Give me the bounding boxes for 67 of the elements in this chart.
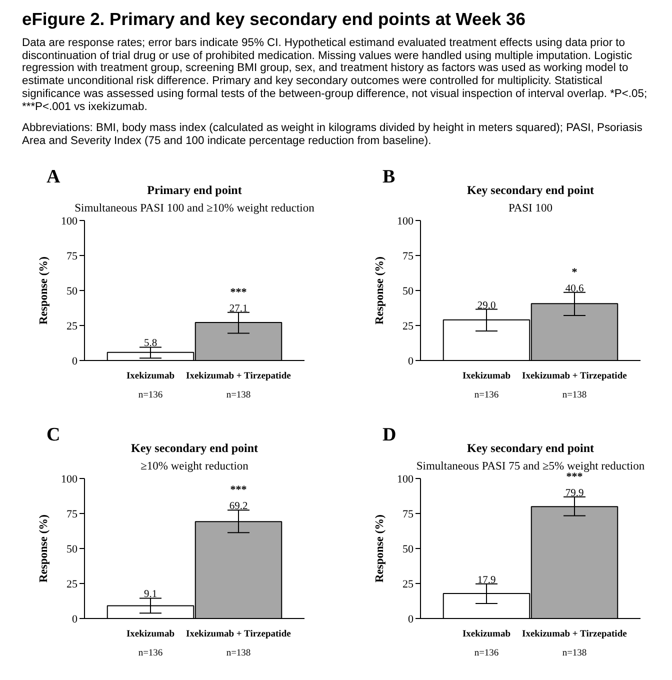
x-tick-label: Ixekizumab — [462, 372, 511, 382]
data-label: 5.8 — [144, 338, 158, 350]
x-tick-label: Ixekizumab — [462, 630, 511, 640]
y-tick-label: 25 — [402, 578, 414, 590]
y-tick-label: 0 — [408, 614, 414, 626]
data-label: 27.1 — [229, 303, 248, 314]
data-label: 17.9 — [477, 574, 496, 586]
y-tick-label: 75 — [66, 250, 78, 262]
x-tick-label: Ixekizumab + Tirzepatide — [186, 630, 291, 640]
y-tick-label: 25 — [66, 578, 78, 590]
chart-subtitle: Simultaneous PASI 100 and ≥10% weight reduction — [74, 202, 315, 214]
text: D — [382, 424, 396, 446]
y-tick-label: 75 — [66, 508, 78, 520]
y-tick-label: 50 — [402, 544, 414, 556]
chart-subtitle: ≥10% weight reduction — [140, 460, 249, 472]
text: n=138 — [226, 390, 251, 400]
y-tick-label: 75 — [402, 508, 414, 520]
data-label: 69.2 — [229, 501, 248, 512]
text: n=138 — [562, 648, 587, 658]
annotation: *** — [230, 484, 248, 496]
text: n=136 — [474, 390, 499, 400]
y-tick-label: 50 — [66, 544, 78, 556]
data-label: 9.1 — [144, 589, 158, 600]
text: n=136 — [138, 390, 163, 400]
chart-subtitle: PASI 100 — [508, 202, 553, 214]
y-tick-label: 100 — [61, 216, 78, 228]
annotation: *** — [566, 470, 584, 483]
text: n=138 — [226, 648, 251, 658]
x-tick-label: Ixekizumab — [126, 630, 175, 640]
chart-title: Key secondary end point — [466, 183, 594, 197]
y-tick-label: 25 — [66, 320, 78, 332]
y-axis-title: Response (%) — [374, 256, 386, 325]
y-tick-label: 75 — [402, 250, 414, 262]
x-tick-label: Ixekizumab + Tirzepatide — [522, 630, 627, 640]
text: Abbreviations: BMI, body mass index (calculated as weight in kilograms divided by height in meters squared); PASI, Psoriasis Area and Severity Index (75 and 100 indicate percentage reduction from baseline). — [22, 122, 644, 148]
y-tick-label: 0 — [408, 356, 414, 368]
text: Data are response rates; error bars indicate 95% CI. Hypothetical estimand evaluated treatment effects using data prior to discontinuation of trial drug or use of prohibited medication. Missing values were handled using multiple imputation. Logistic regression with treatment group, screening BMI group, sex, and treatment history as factors was used as working model to estimate unconditional risk difference. Primary and key secondary outcomes were controlled for multiplicity. Statistical significance was assessed using formal tests of the between-group difference, not visual inspection of interval overlap. *P<.05; ***P<.001 vs ixekizumab. — [22, 37, 648, 114]
y-tick-label: 100 — [397, 474, 414, 486]
y-tick-label: 0 — [72, 356, 78, 368]
x-tick-label: Ixekizumab — [126, 372, 175, 382]
x-tick-label: Ixekizumab + Tirzepatide — [522, 372, 627, 382]
text: n=136 — [474, 648, 499, 658]
y-tick-label: 100 — [397, 216, 414, 228]
annotation: *** — [230, 286, 248, 298]
chart-title: Primary end point — [147, 183, 242, 197]
y-tick-label: 25 — [402, 320, 414, 332]
annotation: * — [572, 266, 578, 278]
data-label: 29.0 — [477, 300, 496, 312]
y-axis-title: Response (%) — [38, 514, 50, 583]
y-tick-label: 0 — [72, 614, 78, 626]
y-tick-label: 100 — [61, 474, 78, 486]
text: eFigure 2. Primary and key secondary end points at Week 36 — [22, 8, 526, 30]
chart-subtitle: Simultaneous PASI 75 and ≥5% weight reduction — [416, 460, 645, 472]
y-tick-label: 50 — [66, 286, 78, 298]
y-axis-title: Response (%) — [38, 256, 50, 325]
chart-title: Key secondary end point — [130, 441, 258, 455]
y-axis-title: Response (%) — [374, 514, 386, 583]
text: C — [46, 424, 60, 446]
y-tick-label: 50 — [402, 286, 414, 298]
text: B — [382, 166, 396, 188]
text: A — [46, 166, 60, 188]
data-label: 79.9 — [565, 488, 584, 499]
text: n=138 — [562, 390, 587, 400]
chart-title: Key secondary end point — [466, 441, 594, 455]
data-label: 40.6 — [565, 283, 584, 294]
x-tick-label: Ixekizumab + Tirzepatide — [186, 372, 291, 382]
text: n=136 — [138, 648, 163, 658]
